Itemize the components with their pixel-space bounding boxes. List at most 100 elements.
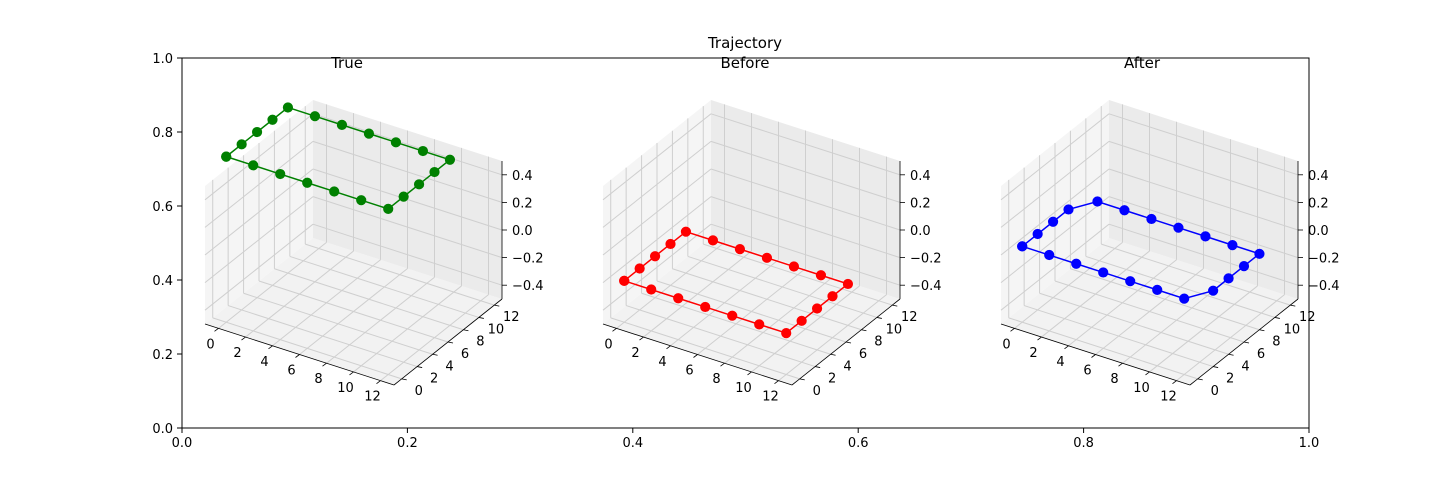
back-grid-z bbox=[312, 223, 503, 286]
trajectory-point bbox=[1044, 249, 1055, 261]
y-tick-label: 0 bbox=[813, 384, 821, 399]
trajectory-point bbox=[646, 284, 657, 295]
x-tick-label: 4 bbox=[260, 355, 268, 370]
trajectory-point bbox=[1254, 248, 1265, 259]
x-tick-label: 10 bbox=[337, 381, 354, 396]
trajectory-point bbox=[649, 251, 661, 262]
floor-grid-y bbox=[274, 268, 464, 331]
x-tick-label: 2 bbox=[631, 346, 639, 361]
y-tick-mark bbox=[447, 341, 454, 344]
trajectory-point bbox=[815, 270, 827, 281]
side-grid-z bbox=[602, 168, 712, 256]
side-grid-z bbox=[1000, 168, 1110, 256]
x-tick-mark bbox=[214, 328, 219, 332]
trajectory-point bbox=[302, 177, 313, 188]
back-grid-z bbox=[1108, 113, 1299, 176]
side-grid-z bbox=[204, 141, 314, 228]
y-tick-label: 12 bbox=[901, 310, 918, 325]
trajectory-point bbox=[796, 315, 807, 326]
z-tick-label: 0.0 bbox=[1308, 224, 1329, 239]
z-tick-label: −0.4 bbox=[512, 279, 544, 294]
floor-grid-y bbox=[610, 317, 800, 380]
trajectory-point bbox=[390, 137, 402, 148]
trajectory-point bbox=[1119, 205, 1130, 216]
floor-grid-y bbox=[1070, 268, 1260, 331]
back-grid-z bbox=[1108, 196, 1299, 259]
x-tick-mark bbox=[268, 345, 273, 350]
z-tick-label: 0.4 bbox=[512, 169, 533, 184]
trajectory-point bbox=[665, 238, 676, 250]
side-grid-z bbox=[204, 168, 314, 256]
floor-grid-y bbox=[687, 255, 878, 318]
y-tick-mark bbox=[401, 378, 407, 381]
back-grid-z bbox=[710, 223, 901, 286]
x-tick-label: 8 bbox=[1110, 372, 1118, 387]
x-tick-mark bbox=[241, 336, 246, 341]
y-tick-mark bbox=[1243, 341, 1250, 344]
trajectory-point bbox=[634, 263, 645, 274]
trajectory-point bbox=[356, 195, 367, 206]
side-grid-z bbox=[1000, 196, 1110, 283]
trajectory-point bbox=[1200, 231, 1211, 242]
x-tick-label: 6 bbox=[1083, 364, 1091, 379]
trajectory-point bbox=[221, 151, 232, 162]
z-tick-label: 0.4 bbox=[1308, 169, 1329, 184]
y-tick-mark bbox=[478, 317, 484, 319]
x-tick-mark bbox=[349, 371, 354, 376]
back-grid-z bbox=[312, 196, 503, 259]
trajectory-point bbox=[1032, 228, 1043, 240]
bg-x-tick-label: 1.0 bbox=[1299, 436, 1320, 451]
x-tick-label: 12 bbox=[1160, 390, 1177, 405]
trajectory-point bbox=[727, 310, 738, 321]
y-tick-mark bbox=[1259, 329, 1265, 332]
trajectory-point bbox=[1179, 293, 1190, 304]
side-grid-z bbox=[1000, 113, 1110, 201]
z-tick-label: −0.2 bbox=[910, 252, 942, 267]
y-tick-mark bbox=[1228, 353, 1234, 356]
trajectory-point bbox=[761, 252, 773, 263]
y-tick-label: 0 bbox=[1211, 384, 1219, 399]
z-tick-label: 0.2 bbox=[512, 196, 533, 211]
trajectory-point bbox=[700, 301, 711, 313]
bg-x-tick-label: 0.2 bbox=[397, 436, 418, 451]
trajectory-point bbox=[1208, 285, 1219, 296]
floor-grid-y bbox=[1101, 243, 1291, 306]
trajectory-point bbox=[619, 275, 630, 286]
x-tick-mark bbox=[1010, 328, 1015, 332]
subplot-title-after: After bbox=[1124, 54, 1161, 72]
x-tick-mark bbox=[1037, 336, 1042, 341]
back-grid-z bbox=[1108, 168, 1299, 231]
bg-y-tick-label: 0.8 bbox=[152, 126, 173, 141]
side-grid-z bbox=[602, 141, 712, 228]
bg-y-tick-label: 0.4 bbox=[152, 274, 173, 289]
trajectory-point bbox=[251, 126, 263, 138]
y-tick-mark bbox=[417, 366, 423, 368]
x-tick-mark bbox=[1118, 362, 1123, 367]
trajectory-point bbox=[1173, 222, 1184, 233]
y-tick-mark bbox=[830, 353, 836, 356]
trajectory-point bbox=[788, 261, 800, 272]
trajectory-point bbox=[429, 166, 440, 178]
background-axes-ticks: 0.0 0.2 0.4 0.6 0.8 1.0 0.0 0.2 0.4 0.6 0.8 1.0 bbox=[152, 52, 1319, 451]
trajectory-point bbox=[1152, 284, 1163, 295]
trajectory-point bbox=[1017, 241, 1028, 252]
x-tick-label: 4 bbox=[1056, 355, 1064, 370]
trajectory-point bbox=[236, 139, 247, 150]
x-tick-label: 0 bbox=[1002, 337, 1010, 352]
side-grid-z bbox=[1000, 223, 1110, 311]
floor-grid-y bbox=[212, 317, 402, 380]
trajectory-point bbox=[811, 303, 823, 314]
x-tick-label: 8 bbox=[712, 372, 720, 387]
z-tick-label: −0.2 bbox=[1308, 252, 1340, 267]
trajectory-point bbox=[1098, 267, 1109, 278]
y-tick-mark bbox=[815, 366, 821, 368]
x-tick-mark bbox=[1064, 345, 1069, 350]
trajectory-point bbox=[1071, 258, 1082, 269]
y-tick-mark bbox=[1213, 366, 1219, 368]
trajectory-point bbox=[413, 179, 425, 190]
trajectory-point bbox=[842, 278, 854, 290]
y-tick-label: 8 bbox=[476, 335, 484, 350]
z-tick-label: −0.4 bbox=[1308, 279, 1340, 294]
